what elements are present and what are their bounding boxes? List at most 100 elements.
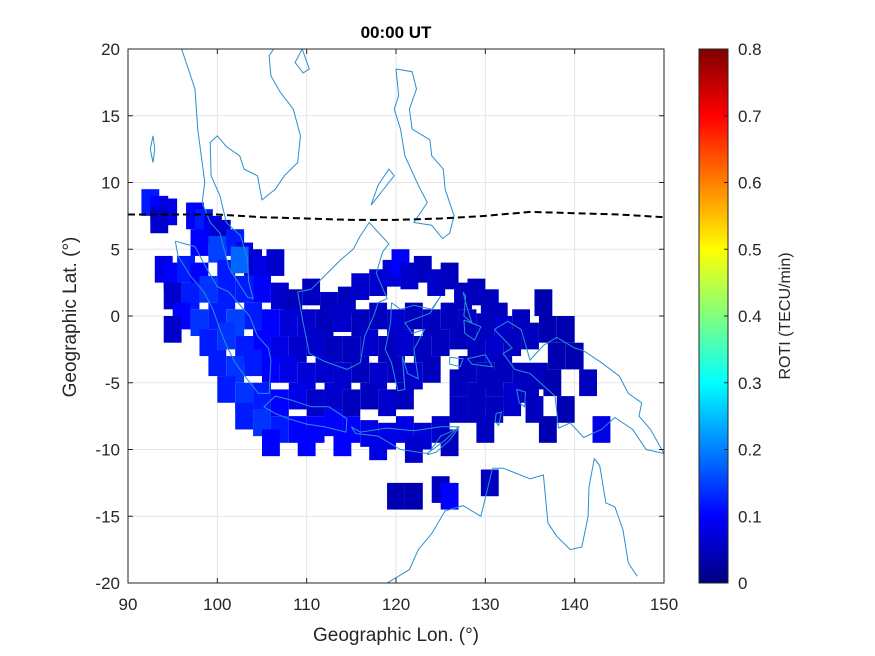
colorbar-tick-label: 0.6 [738, 174, 762, 193]
magnetic-equator-line [128, 210, 664, 221]
coastline [350, 426, 460, 455]
roti-cell [262, 356, 280, 383]
roti-cell [235, 402, 254, 430]
colorbar-tick-label: 0.4 [738, 307, 762, 326]
roti-cell [279, 309, 298, 337]
roti-cell [163, 316, 182, 343]
coastline [393, 68, 455, 240]
roti-cell [521, 322, 539, 350]
roti-cell [449, 322, 468, 350]
roti-cell [306, 329, 325, 357]
coastline [263, 395, 348, 433]
y-tick-label: -5 [105, 374, 120, 393]
x-axis-label: Geographic Lon. (°) [313, 625, 479, 646]
roti-cell [404, 436, 423, 463]
coastline [386, 468, 493, 583]
x-tick-label: 90 [119, 595, 138, 614]
x-tick-label: 100 [203, 595, 231, 614]
roti-cell [199, 275, 218, 303]
roti-cell [476, 313, 495, 341]
roti-cell [547, 342, 566, 370]
coastline [493, 320, 664, 455]
roti-cell [208, 349, 227, 377]
roti-cell [503, 389, 522, 417]
colorbar-tick-label: 0.7 [738, 107, 762, 126]
coastline [516, 388, 527, 408]
roti-cell [440, 429, 459, 457]
roti-cell [150, 206, 169, 234]
roti-cell [279, 356, 298, 383]
magnetic-equator-path [128, 210, 664, 221]
roti-cell [556, 396, 575, 423]
roti-cell [369, 433, 388, 461]
roti-cell [387, 482, 405, 510]
roti-cell [217, 322, 236, 350]
y-tick-label: 15 [101, 107, 120, 126]
coastline [426, 426, 461, 456]
colorbar-gradient [698, 48, 729, 584]
roti-cell [253, 382, 271, 410]
x-tick-label: 130 [471, 595, 499, 614]
colorbar-tick-label: 0.3 [738, 374, 762, 393]
roti-cell [360, 382, 379, 410]
coastline [149, 135, 156, 163]
roti-cell [333, 429, 352, 457]
roti-cell [288, 382, 307, 410]
colorbar-tick-label: 0.1 [738, 507, 762, 526]
roti-cell [244, 302, 262, 330]
roti-cell [480, 469, 499, 497]
colorbar-tick-label: 0.5 [738, 240, 762, 259]
roti-cell [244, 349, 262, 377]
roti-cell [396, 382, 414, 410]
coastline [297, 221, 390, 370]
y-tick-label: -15 [95, 507, 120, 526]
roti-cell [449, 369, 468, 397]
roti-cell [324, 382, 343, 410]
roti-cell [534, 289, 553, 316]
roti-cell [579, 369, 597, 397]
x-tick-label: 120 [382, 595, 410, 614]
x-tick-label: 110 [293, 595, 320, 614]
y-tick-label: -20 [95, 574, 120, 593]
chart-title: 00:00 UT [361, 23, 432, 42]
roti-cell [476, 416, 495, 443]
coastline [370, 168, 395, 206]
colorbar-tick-label: 0.2 [738, 441, 762, 460]
colorbar-tick-label: 0 [738, 574, 747, 593]
coastline [463, 319, 482, 341]
roti-cell [538, 316, 557, 343]
roti-cell [342, 389, 361, 417]
roti-cell [266, 249, 285, 276]
coastline [494, 411, 503, 427]
roti-cell [503, 329, 522, 357]
roti-cell [262, 429, 280, 457]
roti-cell [431, 329, 450, 357]
roti-cell [333, 305, 352, 333]
coastline [462, 291, 473, 325]
roti-cell [378, 389, 396, 417]
coastline [181, 49, 301, 300]
roti-cell [230, 246, 249, 274]
y-tick-label: -10 [95, 441, 120, 460]
roti-cell [351, 356, 370, 383]
roti-cell [422, 356, 441, 383]
roti-cell [360, 329, 379, 357]
coastline [384, 295, 442, 392]
y-tick-label: 20 [101, 40, 120, 59]
y-tick-labels: 20 15 10 5 0 -5 -10 -15 -20 [95, 40, 664, 593]
roti-cell [369, 302, 388, 330]
x-tick-label: 140 [560, 595, 588, 614]
roti-cell [565, 342, 584, 370]
colorbar-tick-label: 0.8 [738, 40, 762, 59]
roti-cell [440, 482, 459, 510]
coastline [294, 49, 310, 74]
x-tick-label: 150 [650, 595, 678, 614]
roti-cell [208, 235, 227, 263]
roti-cell [449, 396, 468, 423]
roti-cells [141, 189, 611, 510]
roti-cell [253, 275, 271, 303]
roti-cell [404, 302, 423, 330]
roti-cell [543, 369, 562, 397]
y-tick-label: 0 [111, 307, 120, 326]
coastline [449, 356, 464, 368]
